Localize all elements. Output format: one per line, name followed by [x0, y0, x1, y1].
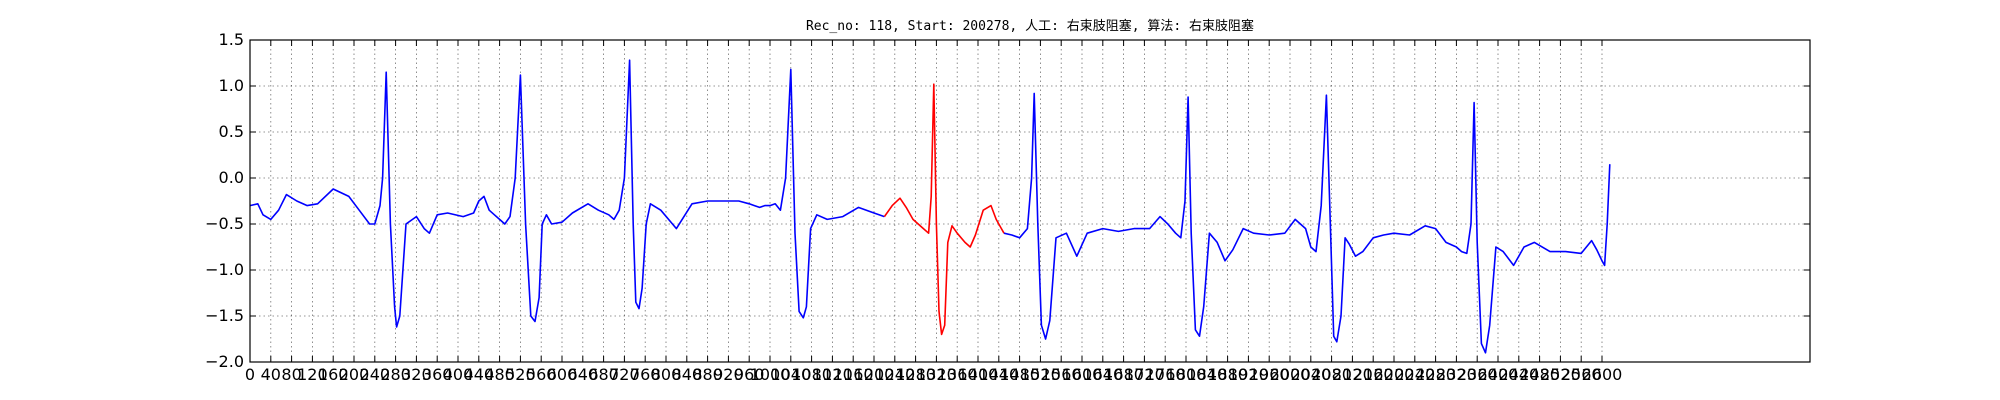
y-tick-label: 0.5	[219, 122, 244, 141]
x-tick-label: 2200	[1374, 365, 1415, 384]
x-tick-label: 840	[672, 365, 703, 384]
x-tick-label: 1000	[750, 365, 791, 384]
x-tick-label: 880	[692, 365, 723, 384]
plot-frame	[249, 39, 1811, 363]
x-tick-label: 640	[568, 365, 599, 384]
x-tick-label: 1720	[1124, 365, 1165, 384]
x-tick-label: 160	[318, 365, 349, 384]
x-tick-label: 1560	[1041, 365, 1082, 384]
y-axis: −2.0 −1.5 −1.0 −0.5 0.0 0.5 1.0 1.5	[205, 30, 1810, 371]
y-tick-label: 1.5	[219, 30, 244, 49]
x-tick-label: 2560	[1561, 365, 1602, 384]
x-tick-label: 480	[484, 365, 515, 384]
x-tick-label: 1840	[1186, 365, 1227, 384]
x-tick-label: 1240	[874, 365, 915, 384]
x-tick-label: 2120	[1332, 365, 1373, 384]
x-tick-label: 2240	[1394, 365, 1435, 384]
x-tick-label: 1960	[1249, 365, 1290, 384]
x-tick-label: 40	[261, 365, 281, 384]
series-layer	[249, 59, 1611, 354]
x-tick-label: 520	[505, 365, 536, 384]
x-tick-label: 120	[297, 365, 328, 384]
x-tick-label: 2520	[1540, 365, 1581, 384]
x-tick-label: 720	[609, 365, 640, 384]
x-tick-label: 240	[360, 365, 391, 384]
x-tick-label: 2280	[1415, 365, 1456, 384]
x-tick-label: 1760	[1145, 365, 1186, 384]
x-tick-label: 760	[630, 365, 661, 384]
x-tick-label: 1920	[1228, 365, 1269, 384]
x-tick-label: 1400	[958, 365, 999, 384]
x-tick-label: 680	[588, 365, 619, 384]
x-tick-label: 920	[713, 365, 744, 384]
x-tick-label: 2600	[1582, 365, 1623, 384]
x-tick-label: 600	[547, 365, 578, 384]
x-tick-label: 0	[245, 365, 255, 384]
y-tick-label: −1.5	[205, 306, 244, 325]
x-tick-label: 1800	[1166, 365, 1207, 384]
x-tick-label: 1120	[812, 365, 853, 384]
chart-title: Rec_no: 118, Start: 200278, 人工: 右束肢阻塞, 算…	[806, 18, 1254, 34]
x-tick-label: 1440	[978, 365, 1019, 384]
x-tick-label: 1480	[999, 365, 1040, 384]
x-tick-label: 2040	[1290, 365, 1331, 384]
x-tick-label: 1040	[770, 365, 811, 384]
x-tick-label: 2320	[1436, 365, 1477, 384]
x-tick-label: 560	[526, 365, 557, 384]
y-tick-label: −0.5	[205, 214, 244, 233]
x-tick-label: 200	[339, 365, 370, 384]
x-tick-label: 320	[401, 365, 432, 384]
x-tick-label: 1280	[895, 365, 936, 384]
x-tick-label: 2080	[1311, 365, 1352, 384]
x-tick-label: 400	[443, 365, 474, 384]
y-tick-label: 1.0	[219, 76, 244, 95]
x-tick-label: 2360	[1457, 365, 1498, 384]
x-tick-label: 800	[651, 365, 682, 384]
y-tick-label: −2.0	[205, 352, 244, 371]
x-tick-label: 1520	[1020, 365, 1061, 384]
series-line-annotated	[883, 83, 1005, 336]
series-line-ecg	[249, 59, 885, 328]
x-tick-label: 80	[281, 365, 301, 384]
x-tick-label: 2480	[1519, 365, 1560, 384]
x-tick-label: 280	[380, 365, 411, 384]
y-tick-label: −1.0	[205, 260, 244, 279]
x-tick-label: 360	[422, 365, 453, 384]
x-tick-label: 1360	[937, 365, 978, 384]
x-tick-label: 1640	[1082, 365, 1123, 384]
x-tick-label: 2440	[1498, 365, 1539, 384]
x-axis: 0 40 8012016020024028032036040044048052056…	[245, 40, 1622, 384]
x-tick-label: 1080	[791, 365, 832, 384]
x-tick-label: 1200	[854, 365, 895, 384]
x-tick-label: 2000	[1270, 365, 1311, 384]
x-tick-label: 1680	[1103, 365, 1144, 384]
x-tick-label: 960	[734, 365, 765, 384]
x-tick-label: 440	[464, 365, 495, 384]
x-tick-label: 2160	[1353, 365, 1394, 384]
x-tick-label: 1320	[916, 365, 957, 384]
x-tick-label: 1600	[1062, 365, 1103, 384]
y-tick-label: 0.0	[219, 168, 244, 187]
series-line-ecg-cont	[1003, 92, 1611, 354]
x-tick-label: 1160	[833, 365, 874, 384]
x-tick-label: 1880	[1207, 365, 1248, 384]
x-tick-label: 2400	[1478, 365, 1519, 384]
